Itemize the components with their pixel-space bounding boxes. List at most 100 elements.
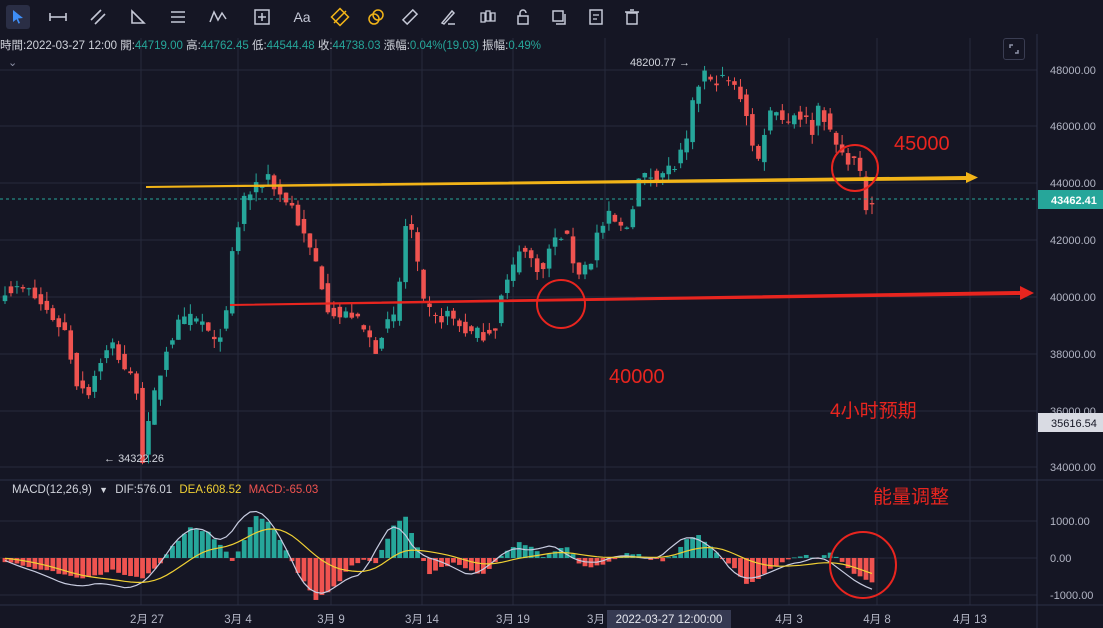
support-circle[interactable] <box>536 279 586 329</box>
macd-bar <box>785 558 791 560</box>
macd-bar <box>385 538 391 558</box>
crosshair-time-text: 2022-03-27 12:00:00 <box>616 614 723 626</box>
cursor-icon[interactable] <box>6 5 30 29</box>
macd-bar <box>134 558 139 577</box>
template-icon[interactable] <box>584 5 608 29</box>
candle-body <box>289 202 295 206</box>
candle-body <box>612 214 618 222</box>
macd-circle[interactable] <box>829 531 897 599</box>
macd-bar <box>767 558 773 569</box>
fullscreen-icon[interactable] <box>1003 38 1025 60</box>
target-icon[interactable] <box>364 5 388 29</box>
candle-body <box>2 295 8 302</box>
ruler-icon[interactable] <box>398 5 422 29</box>
macd-bar <box>80 558 86 579</box>
macd-bar <box>74 558 80 578</box>
brush-icon[interactable] <box>436 5 460 29</box>
candle-body <box>732 81 737 85</box>
candle-body <box>750 114 755 146</box>
grid-lines-icon[interactable] <box>166 5 190 29</box>
price-tick: 42000.00 <box>1050 235 1096 247</box>
crosshair-box-icon[interactable] <box>250 5 274 29</box>
candle-body <box>666 165 671 175</box>
macd-label: MACD: <box>248 484 286 496</box>
candle-body <box>582 264 588 275</box>
candle-body <box>558 238 564 240</box>
candle-body <box>504 279 510 293</box>
price-axis[interactable]: 48000.00 46000.00 44000.00 42000.00 4000… <box>1050 65 1096 602</box>
candle-body <box>235 227 241 252</box>
macd-bar <box>708 546 713 558</box>
candle-body <box>451 310 456 319</box>
resistance-circle[interactable] <box>831 144 879 192</box>
wave-pattern-icon[interactable] <box>206 5 230 29</box>
macd-bar <box>331 558 337 587</box>
amplitude-label: 振幅: <box>482 40 509 52</box>
macd-tick: -1000.00 <box>1050 590 1093 602</box>
candle-body <box>50 308 56 320</box>
macd-bar <box>690 537 696 558</box>
candle-body <box>588 263 594 270</box>
candle-body <box>427 303 432 308</box>
macd-tick: 1000.00 <box>1050 516 1090 528</box>
copy-icon[interactable] <box>547 5 571 29</box>
time-axis[interactable]: 2月 27 3月 4 3月 9 3月 14 3月 19 3月 4月 3 4月 8… <box>130 614 987 626</box>
candle-body <box>409 224 414 230</box>
candle-body <box>642 172 648 178</box>
horizontal-line-icon[interactable] <box>46 5 70 29</box>
candle-body <box>379 337 384 349</box>
macd-bar <box>170 545 175 558</box>
ohlc-legend: 時間:2022-03-27 12:00 開:44719.00 高:44762.4… <box>0 37 541 53</box>
macd-bar <box>361 558 367 560</box>
text-icon[interactable]: Aa <box>293 9 311 25</box>
macd-bar <box>738 558 743 577</box>
macd-bar <box>570 554 576 558</box>
red-trendline[interactable] <box>230 286 1034 306</box>
candle-body <box>211 336 217 340</box>
trash-icon[interactable] <box>620 5 644 29</box>
candle-body <box>68 330 74 360</box>
macd-bar <box>391 525 397 558</box>
triangle-icon[interactable] <box>126 5 150 29</box>
price-tick: 46000.00 <box>1050 121 1096 133</box>
candle-body <box>223 310 229 329</box>
time-value: 2022-03-27 12:00 <box>26 40 118 52</box>
macd-settings-caret-icon[interactable]: ▼ <box>99 485 109 495</box>
macd-bar <box>791 557 797 559</box>
macd-bar <box>205 531 211 558</box>
candle-body <box>182 316 187 325</box>
macd-bar <box>241 540 247 558</box>
legend-collapse-icon[interactable]: ⌄ <box>8 57 18 69</box>
price-tick: 44000.00 <box>1050 178 1096 190</box>
candles-icon[interactable] <box>476 5 500 29</box>
fib-icon[interactable] <box>328 5 352 29</box>
time-tick: 3月 19 <box>496 614 530 626</box>
low-label: 低: <box>251 40 267 52</box>
candle-body <box>86 386 91 396</box>
time-tick: 3月 14 <box>405 614 439 626</box>
macd-bar <box>666 557 672 559</box>
low-price-label: ← 34322.26 <box>104 453 164 465</box>
candle-body <box>630 209 636 228</box>
parallel-channel-icon[interactable] <box>86 5 110 29</box>
yellow-trendline[interactable] <box>146 172 978 188</box>
macd-bar <box>193 529 199 558</box>
macd-bar <box>474 558 480 574</box>
candle-body <box>851 156 857 159</box>
candle-body <box>20 287 26 289</box>
macd-bar <box>373 558 379 564</box>
candle-body <box>457 320 462 327</box>
macd-bar <box>146 558 151 574</box>
candle-body <box>786 121 791 123</box>
macd-bar <box>110 558 116 570</box>
candle-body <box>636 178 642 207</box>
dif-label: DIF: <box>115 484 137 496</box>
macd-bar <box>403 516 409 558</box>
dea-value: 608.52 <box>206 484 242 496</box>
lock-icon[interactable] <box>511 5 535 29</box>
candle-body <box>516 251 522 273</box>
marked-price-text: 35616.54 <box>1051 418 1097 430</box>
macd-dif-line <box>4 510 873 594</box>
candle-body <box>283 192 289 203</box>
